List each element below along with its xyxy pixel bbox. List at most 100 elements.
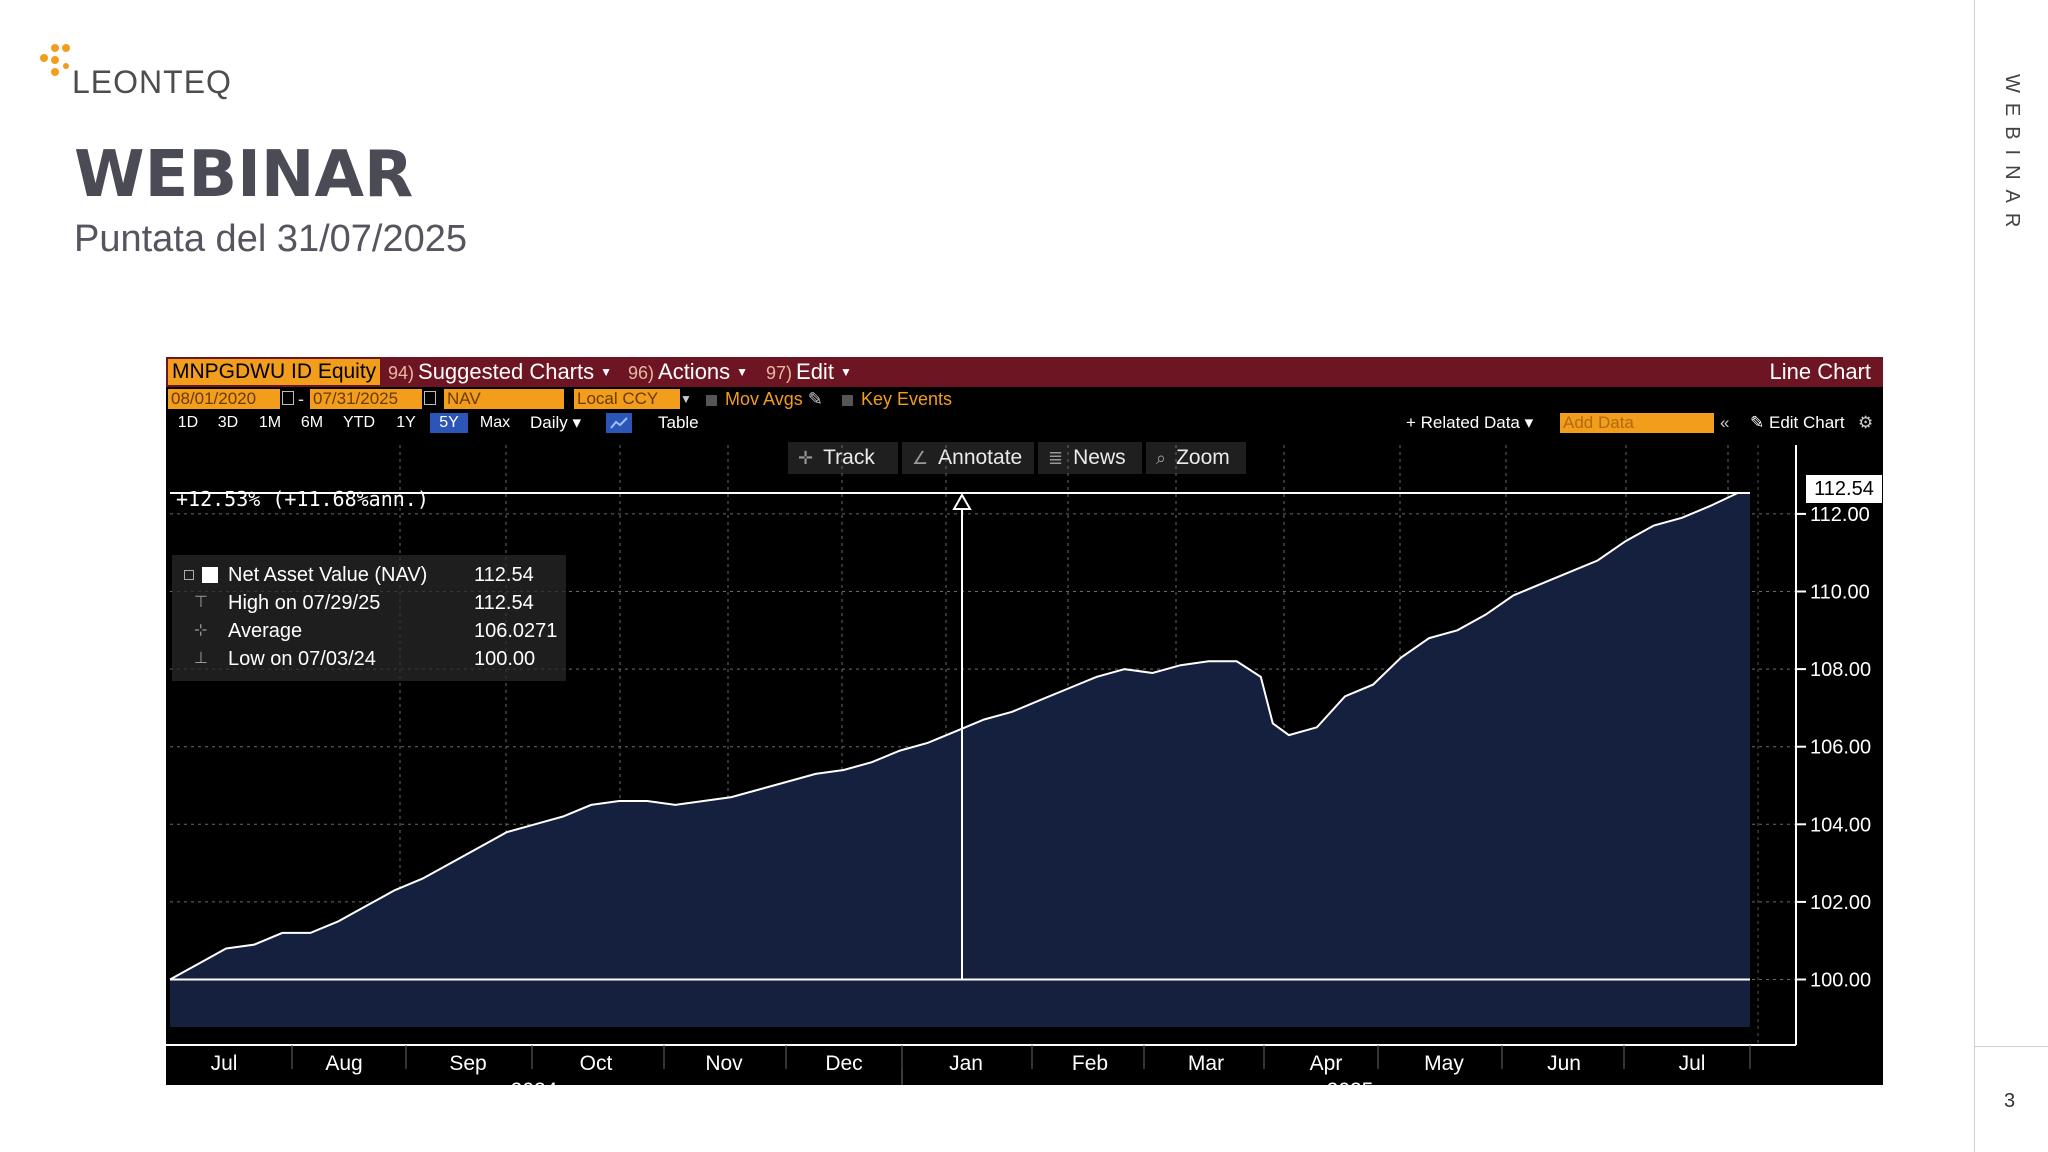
annotate-icon: ∠ xyxy=(912,448,929,468)
legend-high-row: ⊤ High on 07/29/25 112.54 xyxy=(172,589,566,617)
zoom-tool-button[interactable]: ⌕ Zoom xyxy=(1146,442,1246,474)
legend-average-label: Average xyxy=(228,620,303,642)
key-events-toggle[interactable]: Key Events xyxy=(842,389,952,409)
range-6m[interactable]: 6M xyxy=(300,414,324,431)
tool-label: Zoom xyxy=(1176,446,1230,469)
date-separator: - xyxy=(298,389,304,409)
tool-label: Annotate xyxy=(938,446,1023,469)
key-events-label: Key Events xyxy=(861,389,953,409)
menu-label: Actions xyxy=(658,359,731,384)
menu-suggested-charts[interactable]: 94) Suggested Charts ▼ xyxy=(388,357,612,387)
performance-arrow-head xyxy=(952,492,972,510)
legend-high-label: High on 07/29/25 xyxy=(228,592,381,614)
terminal-settings-bar: 08/01/2020 - 07/31/2025 NAV Local CCY ▼ … xyxy=(166,387,1883,411)
side-section-label: WEBINAR xyxy=(2001,74,2023,238)
legend-average-value: 106.0271 xyxy=(474,620,558,642)
crosshair-icon: ✛ xyxy=(798,448,814,468)
range-1m[interactable]: 1M xyxy=(258,414,282,431)
x-month-label: Jul xyxy=(1679,1052,1706,1075)
x-month-label: May xyxy=(1424,1052,1464,1075)
collapse-box-icon[interactable] xyxy=(184,570,194,580)
line-chart-icon[interactable] xyxy=(606,413,632,433)
legend-average-row: ⊹ Average 106.0271 xyxy=(172,617,566,645)
average-marker-icon: ⊹ xyxy=(194,622,208,639)
chart-terminal: MNPGDWU ID Equity 94) Suggested Charts ▼ 9… xyxy=(166,357,1883,1085)
legend-low-value: 100.00 xyxy=(474,648,536,670)
legend-low-row: ⊥ Low on 07/03/24 100.00 xyxy=(172,645,566,673)
tool-label: News xyxy=(1073,446,1126,469)
tool-label: Track xyxy=(823,446,875,469)
menu-number: 96) xyxy=(628,363,655,383)
start-date-input[interactable]: 08/01/2020 xyxy=(168,389,280,409)
annotate-tool-button[interactable]: ∠ Annotate xyxy=(902,442,1034,474)
legend-series-label: Net Asset Value (NAV) xyxy=(228,564,428,586)
menu-actions[interactable]: 96) Actions ▼ xyxy=(628,357,748,387)
pencil-icon: ✎ xyxy=(1750,413,1765,432)
edit-chart-button[interactable]: ✎ Edit Chart xyxy=(1750,413,1845,433)
calendar-icon[interactable] xyxy=(282,391,294,405)
checkbox-icon xyxy=(706,395,717,406)
series-swatch xyxy=(202,567,218,583)
y-tick-label: 104.00 xyxy=(1810,814,1871,836)
menu-number: 97) xyxy=(766,363,793,383)
ticker-field[interactable]: MNPGDWU ID Equity xyxy=(168,359,381,385)
last-value-tag: 112.54 xyxy=(1806,475,1882,503)
y-tick-label: 102.00 xyxy=(1810,892,1871,914)
x-month-label: Oct xyxy=(580,1052,613,1075)
add-data-input[interactable]: Add Data xyxy=(1560,413,1714,433)
chevron-down-icon[interactable]: ▼ xyxy=(680,392,692,406)
legend-series-value: 112.54 xyxy=(474,564,534,586)
low-marker-icon: ⊥ xyxy=(194,650,208,667)
legend-series-row[interactable]: Net Asset Value (NAV) 112.54 xyxy=(172,561,566,589)
high-marker-icon: ⊤ xyxy=(194,594,208,611)
legend-low-label: Low on 07/03/24 xyxy=(228,648,376,670)
checkbox-icon xyxy=(842,395,853,406)
x-month-label: Mar xyxy=(1188,1052,1224,1075)
range-max[interactable]: Max xyxy=(479,414,511,431)
x-month-label: Jul xyxy=(211,1052,238,1075)
logo-dots-icon xyxy=(40,44,70,76)
x-year-label: 2025 xyxy=(1327,1079,1374,1085)
currency-select[interactable]: Local CCY xyxy=(574,389,680,409)
nav-series-line xyxy=(169,491,1739,981)
table-button[interactable]: Table xyxy=(658,413,699,432)
calendar-icon[interactable] xyxy=(424,391,436,405)
news-icon: ≣ xyxy=(1048,448,1064,468)
performance-label: +12.53% (+11.68%ann.) xyxy=(176,487,429,511)
mov-avgs-toggle[interactable]: Mov Avgs ✎ xyxy=(706,389,823,409)
caret-down-icon: ▼ xyxy=(600,365,613,379)
legend-high-value: 112.54 xyxy=(474,592,534,614)
side-divider xyxy=(1974,0,1975,1152)
menu-edit[interactable]: 97) Edit ▼ xyxy=(766,357,852,387)
y-tick-label: 106.00 xyxy=(1810,737,1871,759)
track-tool-button[interactable]: ✛ Track xyxy=(788,442,898,474)
related-data-button[interactable]: + Related Data ▾ xyxy=(1406,413,1534,432)
edit-chart-label: Edit Chart xyxy=(1768,413,1845,432)
gear-icon[interactable]: ⚙ xyxy=(1858,413,1874,432)
y-tick-label: 112.00 xyxy=(1810,504,1870,526)
x-month-label: Feb xyxy=(1072,1052,1108,1075)
page-number: 3 xyxy=(2004,1090,2016,1112)
x-year-label: 2024 xyxy=(511,1079,558,1085)
y-tick-label: 100.00 xyxy=(1810,970,1871,992)
range-ytd[interactable]: YTD xyxy=(343,414,375,431)
chart-legend: Net Asset Value (NAV) 112.54 ⊤ High on 0… xyxy=(172,555,566,681)
field-input[interactable]: NAV xyxy=(444,389,564,409)
x-month-label: Sep xyxy=(449,1052,486,1075)
news-tool-button[interactable]: ≣ News xyxy=(1038,442,1142,474)
x-month-label: Jan xyxy=(949,1052,983,1075)
range-1d[interactable]: 1D xyxy=(177,414,199,431)
pencil-icon: ✎ xyxy=(807,389,823,409)
range-5y[interactable]: 5Y xyxy=(430,413,468,433)
page-title: WEBINAR xyxy=(74,138,414,212)
end-date-input[interactable]: 07/31/2025 xyxy=(310,389,422,409)
nav-chart[interactable]: 100.00 102.00 104.00 106.00 108.00 110.00 112.… xyxy=(166,357,1883,1085)
range-3d[interactable]: 3D xyxy=(217,414,239,431)
frequency-select[interactable]: Daily ▾ xyxy=(530,413,582,432)
page-subtitle: Puntata del 31/07/2025 xyxy=(74,218,468,260)
caret-down-icon: ▼ xyxy=(736,365,749,379)
collapse-icon[interactable]: « xyxy=(1720,413,1730,432)
range-1y[interactable]: 1Y xyxy=(396,414,416,431)
menu-label: Suggested Charts xyxy=(418,359,595,384)
chart-type-label: Line Chart xyxy=(1769,359,1871,384)
